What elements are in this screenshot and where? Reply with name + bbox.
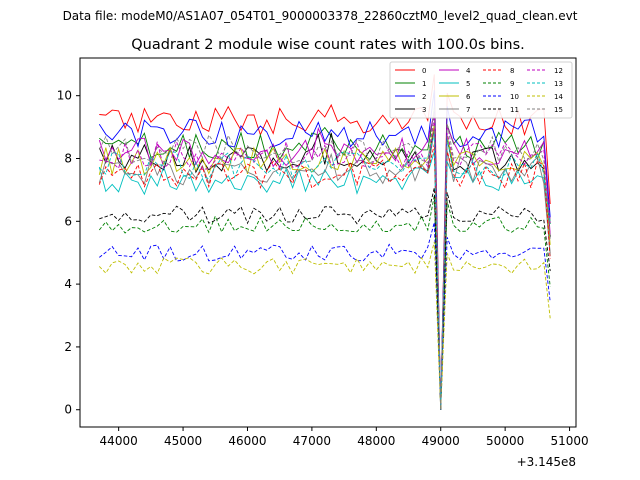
series-line-13: [98, 134, 551, 410]
y-tick-label: 8: [64, 151, 72, 165]
x-tick-label: 46000: [228, 434, 266, 448]
legend-box: [389, 61, 573, 119]
x-offset-label: +3.145e8: [517, 455, 576, 469]
legend-label: 6: [466, 93, 471, 101]
x-tick-label: 44000: [100, 434, 138, 448]
figure-suptitle: Data file: modeM0/AS1A07_054T01_90000033…: [63, 9, 578, 23]
x-tick-label: 47000: [293, 434, 331, 448]
series-line-4: [98, 112, 551, 410]
legend-label: 7: [466, 106, 470, 114]
series-line-0: [99, 74, 551, 410]
series-line-3: [98, 125, 551, 410]
legend-label: 3: [422, 106, 426, 114]
y-tick-label: 4: [64, 277, 72, 291]
series-line-6: [98, 124, 551, 410]
legend-label: 13: [554, 80, 563, 88]
y-tick-label: 0: [64, 403, 72, 417]
series-line-14: [98, 241, 551, 410]
x-tick-label: 48000: [357, 434, 395, 448]
legend-label: 4: [466, 67, 471, 75]
series-line-12: [99, 115, 551, 410]
series-line-8: [98, 144, 551, 410]
legend-label: 11: [510, 106, 519, 114]
legend-label: 8: [510, 67, 514, 75]
x-tick-label: 49000: [422, 434, 460, 448]
chart-title: Quadrant 2 module wise count rates with …: [131, 37, 525, 53]
series-line-7: [98, 129, 551, 410]
y-tick-label: 10: [57, 89, 72, 103]
series-line-2: [98, 90, 551, 410]
legend-label: 9: [510, 80, 514, 88]
axes-frame: [79, 57, 577, 428]
series-line-10: [99, 222, 551, 410]
legend-label: 10: [510, 93, 519, 101]
series-line-9: [98, 195, 551, 410]
x-tick-label: 45000: [164, 434, 202, 448]
series-line-5: [98, 151, 551, 410]
legend-label: 2: [422, 93, 426, 101]
legend-label: 1: [422, 80, 426, 88]
series-line-15: [98, 106, 551, 410]
legend-label: 15: [554, 106, 563, 114]
series-line-11: [99, 187, 551, 410]
plot-series-group: [98, 74, 551, 410]
x-tick-label: 51000: [550, 434, 588, 448]
x-tick-label: 50000: [486, 434, 524, 448]
y-tick-label: 2: [64, 340, 72, 354]
y-axis: 0 2 4 6 8 10: [57, 89, 80, 417]
legend-label: 12: [554, 67, 563, 75]
legend-label: 0: [422, 67, 426, 75]
legend-label: 5: [466, 80, 470, 88]
legend-label: 14: [554, 93, 563, 101]
y-tick-label: 6: [64, 214, 72, 228]
x-axis: 44000 45000 46000 47000 48000 49000 50000 51000: [100, 427, 589, 448]
